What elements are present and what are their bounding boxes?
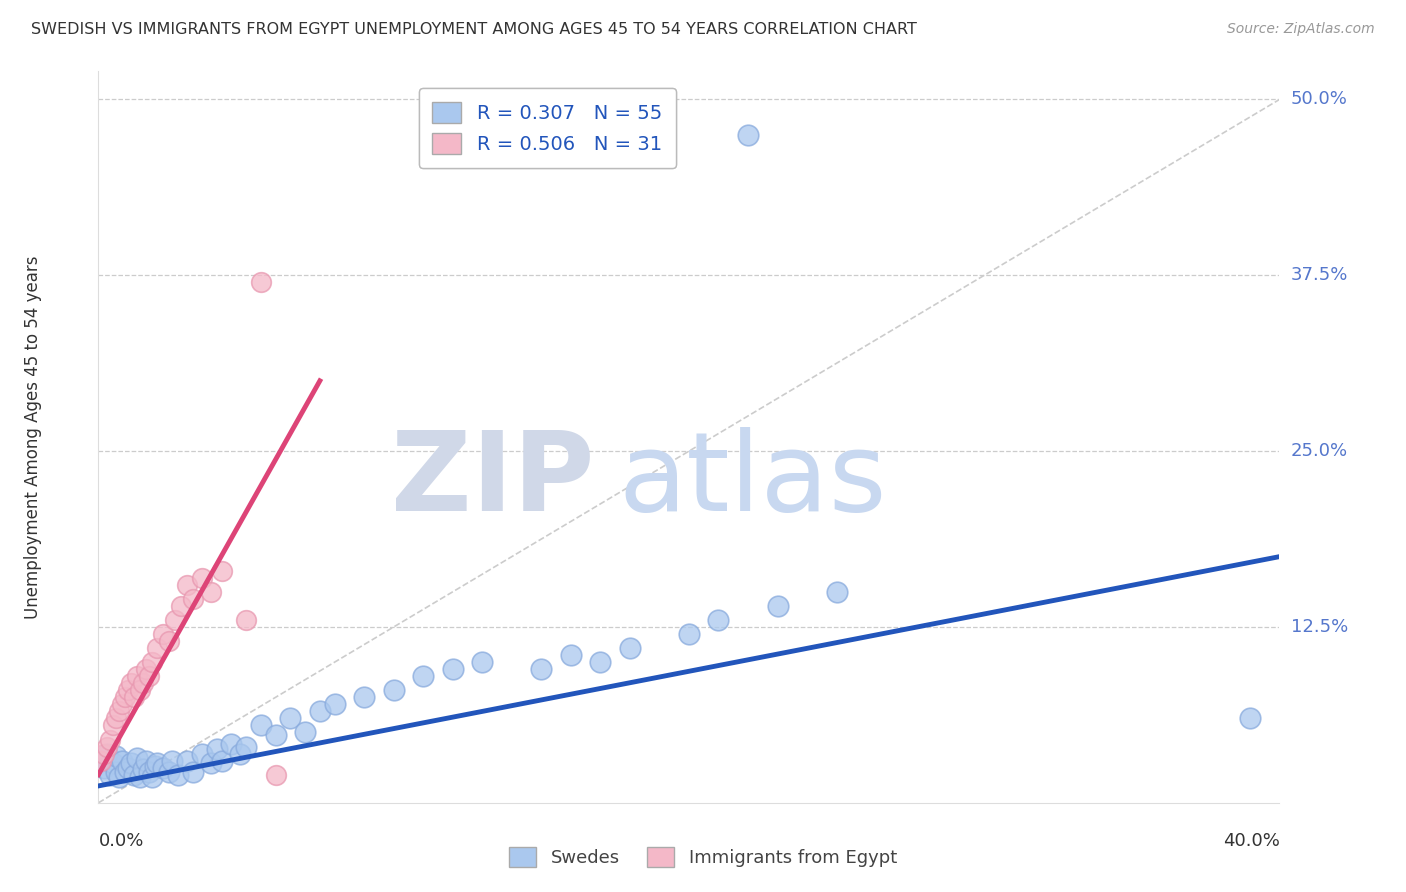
Legend: Swedes, Immigrants from Egypt: Swedes, Immigrants from Egypt bbox=[502, 839, 904, 874]
Point bbox=[471, 655, 494, 669]
Point bbox=[167, 767, 190, 781]
Point bbox=[105, 764, 128, 779]
Legend: R = 0.307   N = 55, R = 0.506   N = 31: R = 0.307 N = 55, R = 0.506 N = 31 bbox=[419, 88, 676, 168]
Point bbox=[98, 732, 121, 747]
Point bbox=[323, 698, 346, 712]
Point bbox=[530, 662, 553, 676]
Text: 0.0%: 0.0% bbox=[98, 832, 143, 850]
Point bbox=[120, 676, 142, 690]
Point bbox=[152, 627, 174, 641]
Point bbox=[90, 754, 112, 768]
Point bbox=[114, 764, 136, 779]
Point bbox=[132, 676, 155, 690]
Point bbox=[105, 711, 128, 725]
Point bbox=[235, 739, 257, 754]
Point bbox=[122, 690, 145, 705]
Point bbox=[143, 759, 166, 773]
Text: 37.5%: 37.5% bbox=[1291, 267, 1348, 285]
Point bbox=[117, 683, 139, 698]
Point bbox=[122, 767, 145, 781]
Point bbox=[382, 683, 405, 698]
Point bbox=[737, 128, 759, 142]
Point bbox=[93, 761, 115, 775]
Point bbox=[117, 761, 139, 775]
Point bbox=[135, 662, 157, 676]
Point bbox=[211, 754, 233, 768]
Point bbox=[103, 718, 125, 732]
Text: SWEDISH VS IMMIGRANTS FROM EGYPT UNEMPLOYMENT AMONG AGES 45 TO 54 YEARS CORRELAT: SWEDISH VS IMMIGRANTS FROM EGYPT UNEMPLO… bbox=[31, 22, 917, 37]
Point bbox=[162, 754, 183, 768]
Point bbox=[264, 767, 287, 781]
Point bbox=[229, 747, 252, 761]
Point bbox=[138, 764, 160, 779]
Point bbox=[138, 669, 160, 683]
Point bbox=[181, 591, 204, 606]
Point bbox=[309, 705, 332, 719]
Point bbox=[157, 764, 180, 779]
Point bbox=[412, 669, 434, 683]
Point bbox=[221, 737, 243, 751]
Point bbox=[176, 578, 198, 592]
Point bbox=[191, 571, 214, 585]
Point bbox=[114, 690, 136, 705]
Point bbox=[125, 751, 148, 765]
Point bbox=[560, 648, 582, 662]
Point bbox=[707, 613, 730, 627]
Text: 12.5%: 12.5% bbox=[1291, 618, 1348, 636]
Point bbox=[146, 756, 169, 771]
Point bbox=[152, 761, 174, 775]
Point bbox=[165, 613, 187, 627]
Point bbox=[200, 756, 222, 771]
Text: ZIP: ZIP bbox=[391, 427, 595, 534]
Point bbox=[111, 698, 134, 712]
Point bbox=[250, 718, 273, 732]
Point bbox=[205, 742, 228, 756]
Point bbox=[103, 756, 125, 771]
Point bbox=[211, 564, 233, 578]
Point bbox=[98, 767, 121, 781]
Point bbox=[678, 627, 700, 641]
Point bbox=[96, 747, 118, 761]
Point bbox=[191, 747, 214, 761]
Point bbox=[108, 705, 131, 719]
Text: 25.0%: 25.0% bbox=[1291, 442, 1348, 460]
Point bbox=[250, 276, 273, 290]
Point bbox=[146, 641, 169, 656]
Text: Source: ZipAtlas.com: Source: ZipAtlas.com bbox=[1227, 22, 1375, 37]
Point bbox=[105, 749, 128, 764]
Point bbox=[589, 655, 612, 669]
Point bbox=[619, 641, 641, 656]
Point bbox=[353, 690, 375, 705]
Point bbox=[157, 634, 180, 648]
Point bbox=[176, 754, 198, 768]
Point bbox=[135, 754, 157, 768]
Point bbox=[120, 756, 142, 771]
Text: 50.0%: 50.0% bbox=[1291, 90, 1347, 109]
Point bbox=[96, 739, 118, 754]
Point bbox=[90, 754, 112, 768]
Point bbox=[294, 725, 316, 739]
Point bbox=[181, 764, 204, 779]
Point bbox=[125, 669, 148, 683]
Point bbox=[825, 584, 848, 599]
Point bbox=[111, 754, 134, 768]
Point bbox=[200, 584, 222, 599]
Point bbox=[108, 771, 131, 785]
Point bbox=[280, 711, 302, 725]
Text: Unemployment Among Ages 45 to 54 years: Unemployment Among Ages 45 to 54 years bbox=[24, 255, 42, 619]
Point bbox=[141, 655, 163, 669]
Point bbox=[766, 599, 789, 613]
Point bbox=[141, 771, 163, 785]
Text: 40.0%: 40.0% bbox=[1223, 832, 1279, 850]
Point bbox=[132, 762, 155, 776]
Point bbox=[1239, 711, 1261, 725]
Point bbox=[170, 599, 193, 613]
Point bbox=[128, 771, 150, 785]
Point bbox=[128, 683, 150, 698]
Text: atlas: atlas bbox=[619, 427, 887, 534]
Point bbox=[264, 728, 287, 742]
Point bbox=[235, 613, 257, 627]
Point bbox=[93, 747, 115, 761]
Point bbox=[441, 662, 464, 676]
